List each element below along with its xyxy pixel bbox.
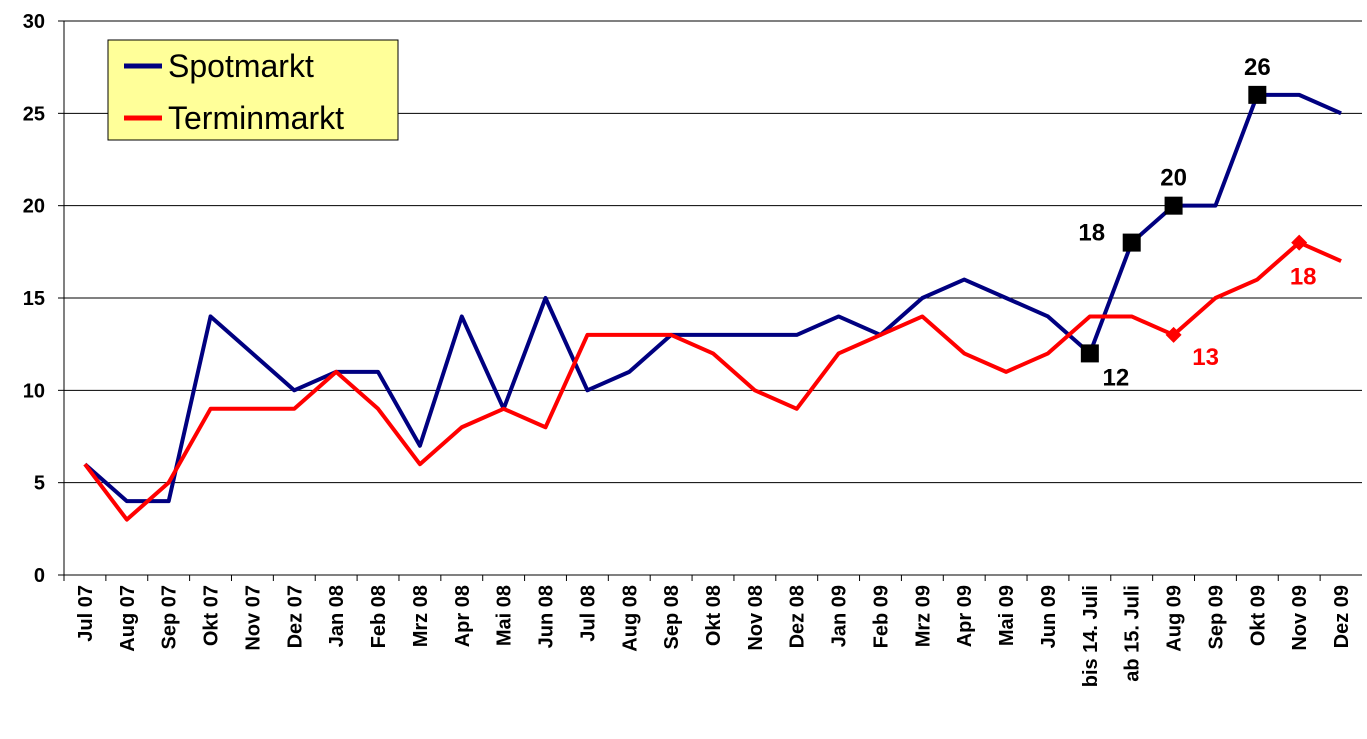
series-line [83, 240, 1342, 522]
x-tick-label: Nov 08 [745, 585, 767, 651]
x-tick-label: Okt 07 [201, 585, 223, 646]
data-label: 18 [1290, 264, 1317, 291]
data-label: 12 [1102, 364, 1129, 391]
x-tick-label: Feb 08 [368, 585, 390, 648]
x-tick-label: Sep 08 [661, 585, 683, 649]
x-tick-label: Mai 08 [494, 585, 516, 646]
y-tick-label: 30 [23, 11, 45, 33]
data-label: 20 [1160, 165, 1187, 192]
x-tick-label: Jan 09 [829, 585, 851, 647]
marker [1165, 326, 1182, 343]
legend-label: Spotmarkt [168, 48, 314, 84]
x-tick-label: Dez 07 [284, 585, 306, 648]
legend-label: Terminmarkt [168, 100, 344, 136]
x-tick-label: Okt 09 [1247, 585, 1269, 646]
x-tick-label: ab 15. Juli [1122, 585, 1144, 682]
x-tick-label: Mrz 09 [912, 585, 934, 647]
y-tick-label: 25 [23, 103, 45, 125]
x-tick-label: Jan 08 [326, 585, 348, 647]
x-tick-label: Okt 08 [703, 585, 725, 646]
y-tick-label: 5 [34, 473, 45, 495]
x-tick-label: Jul 07 [75, 585, 97, 642]
x-tick-label: Nov 09 [1289, 585, 1311, 651]
y-tick-label: 0 [34, 565, 45, 587]
x-tick-label: Jun 09 [1038, 585, 1060, 648]
x-tick-label: Jun 08 [536, 585, 558, 648]
legend: Spotmarkt Terminmarkt [107, 39, 399, 141]
data-label: 13 [1192, 344, 1219, 371]
x-tick-label: Apr 09 [954, 585, 976, 647]
x-tick-label: Sep 09 [1205, 585, 1227, 649]
marker [1164, 196, 1183, 215]
data-label: 18 [1078, 220, 1105, 247]
data-label: 26 [1244, 54, 1271, 81]
marker [1122, 233, 1141, 252]
x-tick-label: Aug 09 [1164, 585, 1186, 652]
legend-box [107, 39, 399, 141]
marker [1080, 344, 1099, 363]
x-tick-label: Mrz 08 [410, 585, 432, 647]
x-tick-label: Aug 07 [117, 585, 139, 652]
x-tick-label: Aug 08 [619, 585, 641, 652]
x-tick-label: bis 14. Juli [1080, 585, 1102, 687]
x-tick-label: Feb 09 [870, 585, 892, 648]
y-tick-label: 10 [23, 380, 45, 402]
y-tick-label: 20 [23, 196, 45, 218]
x-tick-label: Nov 07 [242, 585, 264, 651]
y-tick-label: 15 [23, 288, 45, 310]
x-tick-label: Sep 07 [159, 585, 181, 649]
x-tick-label: Mai 09 [996, 585, 1018, 646]
marker [1248, 85, 1267, 104]
x-tick-label: Dez 09 [1331, 585, 1353, 648]
x-tick-label: Dez 08 [787, 585, 809, 648]
x-tick-label: Jul 08 [577, 585, 599, 642]
marker [1291, 234, 1308, 251]
x-tick-label: Apr 08 [452, 585, 474, 647]
